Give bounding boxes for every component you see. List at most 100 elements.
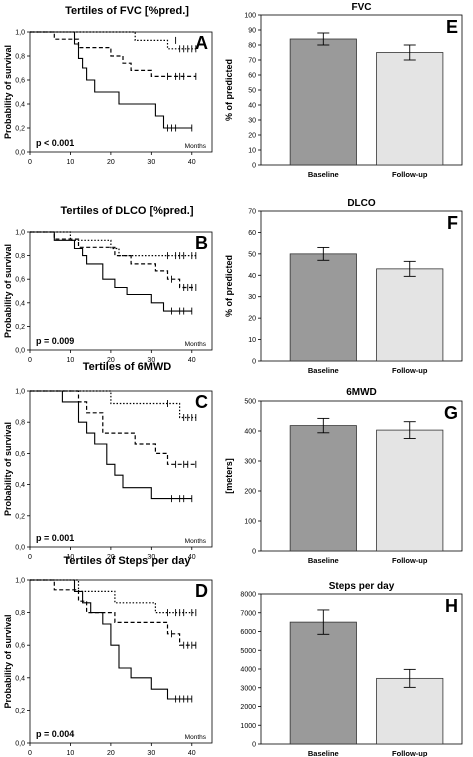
y-tick-label: 1,0 — [15, 230, 25, 237]
y-tick-label: 80 — [248, 43, 256, 50]
category-label: Baseline — [308, 556, 339, 565]
panel-letter: G — [444, 403, 458, 423]
chart-title: Tertiles of Steps per day — [64, 555, 192, 567]
x-tick-label: 20 — [107, 159, 115, 166]
x-tick-label: 0 — [28, 357, 32, 364]
y-tick-label: 0,8 — [15, 54, 25, 61]
y-tick-label: 30 — [248, 118, 256, 125]
y-tick-label: 10 — [248, 148, 256, 155]
chart-title: Steps per day — [329, 581, 395, 592]
bar-follow-up — [376, 429, 444, 552]
y-tick-label: 0,6 — [15, 277, 25, 284]
survival-curve-solid — [30, 390, 192, 500]
p-value: p = 0.009 — [36, 336, 74, 346]
category-label: Follow-up — [392, 366, 428, 375]
y-tick-label: 40 — [248, 273, 256, 280]
chart-title: DLCO — [347, 198, 376, 209]
panel-letter: E — [446, 17, 458, 37]
y-tick-label: 8000 — [240, 592, 256, 599]
x-tick-label: 10 — [67, 554, 75, 561]
bar-panel-g: 6MWD 0 100 200 300 400 500 [meters] Baseline Foll… — [224, 387, 463, 565]
y-tick-label: 100 — [244, 13, 256, 20]
plot-frame — [29, 390, 213, 548]
x-tick-label: 0 — [28, 554, 32, 561]
y-tick-label: 1000 — [240, 723, 256, 730]
y-tick-label: 0,2 — [15, 708, 25, 715]
bar-follow-up — [376, 677, 444, 745]
survival-curve-dashed — [30, 231, 196, 289]
panel-letter: D — [195, 581, 208, 601]
plot-frame — [29, 579, 213, 744]
y-tick-label: 0,0 — [15, 150, 25, 157]
bar-follow-up — [376, 52, 444, 166]
y-tick-label: 1,0 — [15, 389, 25, 396]
y-tick-label: 1,0 — [15, 30, 25, 37]
y-tick-label: 20 — [248, 133, 256, 140]
category-label: Baseline — [308, 749, 339, 757]
y-tick-label: 0,4 — [15, 102, 25, 109]
chart-title: Tertiles of 6MWD — [83, 361, 171, 373]
y-tick-label: 60 — [248, 230, 256, 237]
bar-panel-h: Steps per day 0 1000 2000 3000 4000 5000 6000 70… — [240, 581, 463, 757]
y-axis-label: Probability of survival — [3, 45, 13, 139]
survival-curve-dashed — [30, 390, 196, 465]
chart-title: 6MWD — [346, 387, 377, 398]
bar-panel-e: FVC 0 10 20 30 40 50 60 70 80 90 100 % of predicted B… — [224, 2, 463, 179]
survival-curve-dotted — [30, 390, 196, 419]
km-panel-d: Tertiles of Steps per day 0,0 0,2 0,4 0,6 0,8… — [3, 555, 213, 757]
y-tick-label: 3000 — [240, 685, 256, 692]
plot-frame — [29, 231, 213, 351]
y-tick-label: 100 — [244, 519, 256, 526]
survival-curve-solid — [30, 231, 192, 312]
y-axis-label: Probability of survival — [3, 422, 13, 516]
survival-curve-dotted — [30, 31, 196, 50]
x-axis-label: Months — [185, 538, 207, 545]
y-tick-label: 50 — [248, 88, 256, 95]
survival-curve-dotted — [30, 231, 196, 257]
y-tick-label: 40 — [248, 103, 256, 110]
x-tick-label: 10 — [67, 357, 75, 364]
y-tick-label: 50 — [248, 251, 256, 258]
x-tick-label: 40 — [188, 750, 196, 757]
km-panel-c: Tertiles of 6MWD 0,0 0,2 0,4 0,6 0,8 1,0 0 10 20 3… — [3, 361, 213, 561]
x-tick-label: 30 — [147, 357, 155, 364]
bar-baseline — [289, 253, 357, 362]
x-axis-label: Months — [185, 143, 207, 150]
y-tick-label: 0,4 — [15, 482, 25, 489]
panel-letter: A — [195, 33, 208, 53]
y-tick-label: 0,4 — [15, 300, 25, 307]
x-axis-label: Months — [185, 734, 207, 741]
category-label: Follow-up — [392, 170, 428, 179]
y-tick-label: 0,2 — [15, 126, 25, 133]
category-label: Baseline — [308, 170, 339, 179]
y-axis-label: Probability of survival — [3, 614, 13, 708]
y-tick-label: 0,2 — [15, 513, 25, 520]
panel-letter: C — [195, 392, 208, 412]
y-tick-label: 0,6 — [15, 451, 25, 458]
y-tick-label: 0 — [252, 163, 256, 170]
panel-letter: H — [445, 596, 458, 616]
km-panel-b: Tertiles of DLCO [%pred.] 0,0 0,2 0,4 0,6 0,8… — [3, 205, 213, 364]
y-tick-label: 0,8 — [15, 610, 25, 617]
x-tick-label: 10 — [67, 159, 75, 166]
y-tick-label: 200 — [244, 489, 256, 496]
y-tick-label: 10 — [248, 337, 256, 344]
y-tick-label: 400 — [244, 429, 256, 436]
p-value: p = 0.004 — [36, 729, 74, 739]
km-panel-a: Tertiles of FVC [%pred.] 0,0 0,2 0,4 0,6 0,8 1… — [3, 5, 213, 166]
survival-curve-dotted — [30, 579, 196, 614]
plot-frame — [29, 31, 213, 153]
y-tick-label: 0,6 — [15, 643, 25, 650]
chart-title: Tertiles of DLCO [%pred.] — [60, 205, 193, 217]
y-tick-label: 0,0 — [15, 545, 25, 552]
y-tick-label: 2000 — [240, 704, 256, 711]
bar-baseline — [289, 38, 357, 166]
bar-follow-up — [376, 268, 444, 362]
x-tick-label: 20 — [107, 554, 115, 561]
x-tick-label: 40 — [188, 357, 196, 364]
x-tick-label: 40 — [188, 159, 196, 166]
panel-letter: F — [447, 213, 458, 233]
y-tick-label: 20 — [248, 316, 256, 323]
y-tick-label: 500 — [244, 399, 256, 406]
y-tick-label: 0,8 — [15, 253, 25, 260]
